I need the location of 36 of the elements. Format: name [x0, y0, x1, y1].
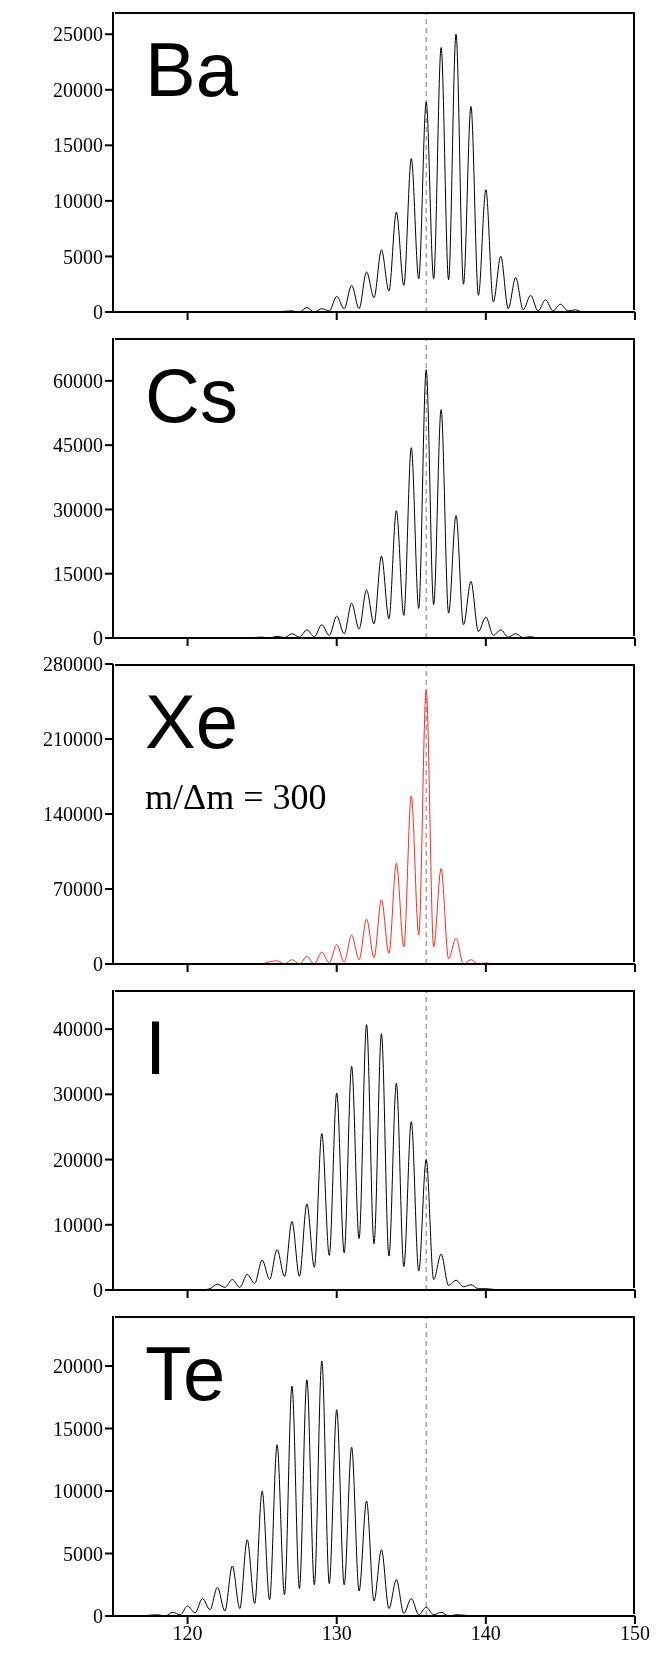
y-tick-label: 30000	[53, 1083, 103, 1106]
y-tick-label: 25000	[53, 23, 103, 46]
x-tick-label: 130	[321, 1622, 352, 1645]
y-tick-label: 5000	[63, 1542, 103, 1565]
annotation: Cs	[145, 353, 238, 438]
y-tick-label: 0	[93, 1605, 103, 1628]
x-tick-label: 140	[470, 1622, 501, 1645]
y-tick-label: 210000	[43, 728, 103, 751]
y-tick-label: 5000	[63, 245, 103, 268]
annotation: Ba	[145, 27, 238, 112]
y-tick-label: 10000	[53, 1480, 103, 1503]
y-tick-label: 15000	[53, 562, 103, 585]
annotation: m/Δm = 300	[145, 777, 327, 817]
annotation: Xe	[145, 679, 238, 764]
y-tick-label: 10000	[53, 189, 103, 212]
annotation: Te	[145, 1331, 226, 1416]
y-tick-label: 20000	[53, 78, 103, 101]
y-tick-label: 45000	[53, 434, 103, 457]
y-tick-label: 280000	[43, 653, 103, 676]
y-tick-label: 140000	[43, 803, 103, 826]
y-tick-label: 15000	[53, 1417, 103, 1440]
y-tick-label: 20000	[53, 1355, 103, 1378]
y-tick-label: 40000	[53, 1018, 103, 1041]
y-tick-label: 10000	[53, 1213, 103, 1236]
y-tick-label: 30000	[53, 498, 103, 521]
y-tick-label: 0	[93, 953, 103, 976]
x-tick-label: 120	[172, 1622, 203, 1645]
y-tick-label: 15000	[53, 134, 103, 157]
y-tick-label: 0	[93, 627, 103, 650]
y-tick-label: 60000	[53, 369, 103, 392]
annotation: I	[145, 1005, 167, 1090]
y-tick-label: 0	[93, 1279, 103, 1302]
y-tick-label: 70000	[53, 878, 103, 901]
x-tick-label: 150	[620, 1622, 650, 1645]
y-tick-label: 20000	[53, 1148, 103, 1171]
y-tick-label: 0	[93, 301, 103, 324]
